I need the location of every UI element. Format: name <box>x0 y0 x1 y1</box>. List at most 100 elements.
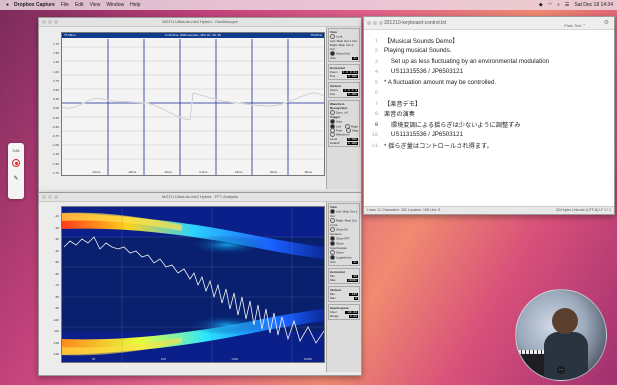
y-tick: 0.00 <box>53 106 59 111</box>
max-label: Max <box>330 296 336 300</box>
dropbox-icon[interactable]: ◆ <box>538 2 543 8</box>
pos-label: Pos <box>330 74 336 78</box>
h-pos-field[interactable]: 0.000 <box>346 74 358 78</box>
menu-file[interactable]: File <box>60 2 69 8</box>
left-channel-select[interactable]: Left: Main Out 1 Out <box>330 209 358 218</box>
size-select[interactable]: 2x <box>352 56 358 60</box>
range-field[interactable]: 0.00 <box>348 314 358 318</box>
editor-line: 9 環境変調による揺らぎは少ないように調整ずみ <box>374 120 521 129</box>
minimize-button[interactable] <box>48 20 52 24</box>
show-grid-checkbox[interactable]: Show Grid <box>330 51 358 56</box>
v-min-field[interactable]: -130 <box>348 292 358 296</box>
show-spectrogram-checkbox[interactable]: Show Spectrogram <box>330 241 348 250</box>
close-button[interactable] <box>42 195 46 199</box>
recording-timer: 0:26 <box>12 149 20 153</box>
oscilloscope-title: MGTU UltraLite-mk3 Hybrid - Oscilloscope <box>162 19 238 24</box>
stop-recording-button[interactable] <box>12 159 20 167</box>
size-label: Size <box>330 260 336 264</box>
syntax-mode-select[interactable]: Plain Text ⌃ <box>564 23 586 28</box>
y-tick: -0.50 <box>52 124 59 129</box>
right-channel-select[interactable]: Right: Main Out 2 Out <box>330 218 357 227</box>
show-all-sections-checkbox[interactable]: Show All Sections <box>330 227 348 236</box>
floor-field[interactable]: -80.00 <box>345 310 358 314</box>
max-label: Max <box>330 278 336 282</box>
close-button[interactable] <box>42 20 46 24</box>
webcam-bubble[interactable]: ⋯ <box>515 289 607 381</box>
wifi-icon[interactable]: ◠ <box>547 2 553 8</box>
v-zoom-field[interactable]: 1.0 0.0 <box>343 88 358 92</box>
person-head-image <box>552 308 578 334</box>
close-button[interactable] <box>367 21 371 25</box>
menu-clock[interactable]: Sat Dec 18 14:34 <box>574 2 613 8</box>
editor-titlebar[interactable]: 331210-keyboard-control.txt Plain Text ⌃… <box>364 17 614 30</box>
menu-app-name[interactable]: Dropbox Capture <box>14 2 55 8</box>
oscilloscope-titlebar[interactable]: MGTU UltraLite-mk3 Hybrid - Oscilloscope <box>39 18 361 27</box>
webcam-options-icon[interactable]: ⋯ <box>557 366 565 374</box>
fft-title: MGTU UltraLite-mk3 Hybrid - FFT Analysis <box>162 194 238 199</box>
min-label: Min <box>330 274 335 278</box>
fft-titlebar[interactable]: MGTU UltraLite-mk3 Hybrid - FFT Analysis <box>39 193 361 202</box>
y-tick: -20 <box>54 225 59 230</box>
y-tick: -0.25 <box>52 115 59 120</box>
holdoff-label: Holdoff <box>330 141 340 145</box>
right-channel-select[interactable]: Right: Main Out 2 Out <box>330 43 354 51</box>
y-tick: -40 <box>54 248 59 253</box>
osc-y-labels: 1.75 1.50 1.25 1.00 0.75 0.50 0.25 0.00 … <box>40 40 59 178</box>
oscilloscope-window: MGTU UltraLite-mk3 Hybrid - Oscilloscope… <box>38 17 362 193</box>
menu-window[interactable]: Window <box>106 2 125 8</box>
search-icon[interactable]: ⌕ <box>557 2 560 8</box>
spectrogram-group: Spectrogram Floor -80.00 Range 0.00 <box>328 304 360 320</box>
y-tick: -1.75 <box>52 170 59 175</box>
minimize-button[interactable] <box>373 21 377 25</box>
oscilloscope-trace <box>62 39 324 175</box>
y-tick: -0.75 <box>52 134 59 139</box>
logarithmic-checkbox[interactable]: Logarithmic <box>330 255 358 260</box>
editor-line: 4 US11315536 / JP6503121 <box>374 68 464 76</box>
zoom-button[interactable] <box>54 20 58 24</box>
oscilloscope-plot[interactable]: 75.00ms In 26.9ms, 4096 samples, 48.0 Hz… <box>61 32 325 176</box>
show-fft-checkbox[interactable]: Show FFT <box>330 236 358 241</box>
header-mid: In 26.9ms, 4096 samples, 48.0 Hz, S/f: 3… <box>165 33 221 37</box>
fft-y-labels: -10 -20 -30 -40 -50 -60 -70 -80 -90 -100… <box>40 211 59 361</box>
h-zoom-field[interactable]: 1.0 0.0s <box>341 70 358 74</box>
minimize-button[interactable] <box>48 195 52 199</box>
pen-icon[interactable]: ✎ <box>13 176 19 182</box>
holdoff-field[interactable]: 0.000 <box>346 141 358 145</box>
control-center-icon[interactable]: ☰ <box>564 2 570 8</box>
sync-checkbox[interactable]: Sync: off <box>330 110 358 115</box>
trigger-mag-radio[interactable]: Mag <box>346 127 358 133</box>
size-select[interactable]: 2x <box>352 260 358 264</box>
lock-checkbox[interactable]: Lock <box>330 34 358 39</box>
size-label: Size <box>330 56 336 60</box>
v-pos-field[interactable]: 0.000 <box>346 92 358 96</box>
x-tick: 100 <box>160 357 166 361</box>
zoom-button[interactable] <box>379 21 383 25</box>
level-field[interactable]: 0.000 <box>346 137 358 141</box>
zoom-button[interactable] <box>54 195 58 199</box>
fft-window: MGTU UltraLite-mk3 Hybrid - FFT Analysis <box>38 192 362 376</box>
v-max-field[interactable]: 0 <box>354 296 358 300</box>
fft-view-group: View Left: Main Out 1 Out Right: Main Ou… <box>328 203 360 266</box>
status-left: Lines: 11 Characters: 282 Location: 198 … <box>367 208 441 212</box>
editor-line: 6 <box>374 89 378 97</box>
editor-line: 11 * 揺らぎ量はコントロールされ得ます。 <box>371 141 493 150</box>
show-checkbox[interactable]: Show <box>330 250 358 255</box>
menu-view[interactable]: View <box>89 2 101 8</box>
fft-plot[interactable]: 50 100 1000 10000 <box>61 206 325 363</box>
h-min-field[interactable]: 20 <box>352 274 358 278</box>
status-area: ◆ ◠ ⌕ ☰ Sat Dec 18 14:34 <box>539 2 613 8</box>
trigger-waveform-radio[interactable]: Waveform <box>330 132 358 137</box>
person-image <box>544 332 588 380</box>
editor-text-area[interactable]: 1 【Musical Sounds Demo】 2 Playing musical … <box>364 30 614 206</box>
gear-icon[interactable]: ⚙ <box>603 20 609 26</box>
y-tick: -50 <box>54 260 59 264</box>
y-tick: 1.50 <box>53 51 59 56</box>
apple-icon[interactable]: ● <box>6 2 10 8</box>
left-channel-select[interactable]: Left: Main Out 1 Out <box>330 39 358 43</box>
x-tick: 50 <box>92 357 96 361</box>
menu-help[interactable]: Help <box>130 2 141 8</box>
editor-line: 1 【Musical Sounds Demo】 <box>374 36 459 45</box>
menu-edit[interactable]: Edit <box>74 2 84 8</box>
h-max-field[interactable]: 20000 <box>346 278 358 282</box>
y-tick: -1.50 <box>52 161 59 166</box>
